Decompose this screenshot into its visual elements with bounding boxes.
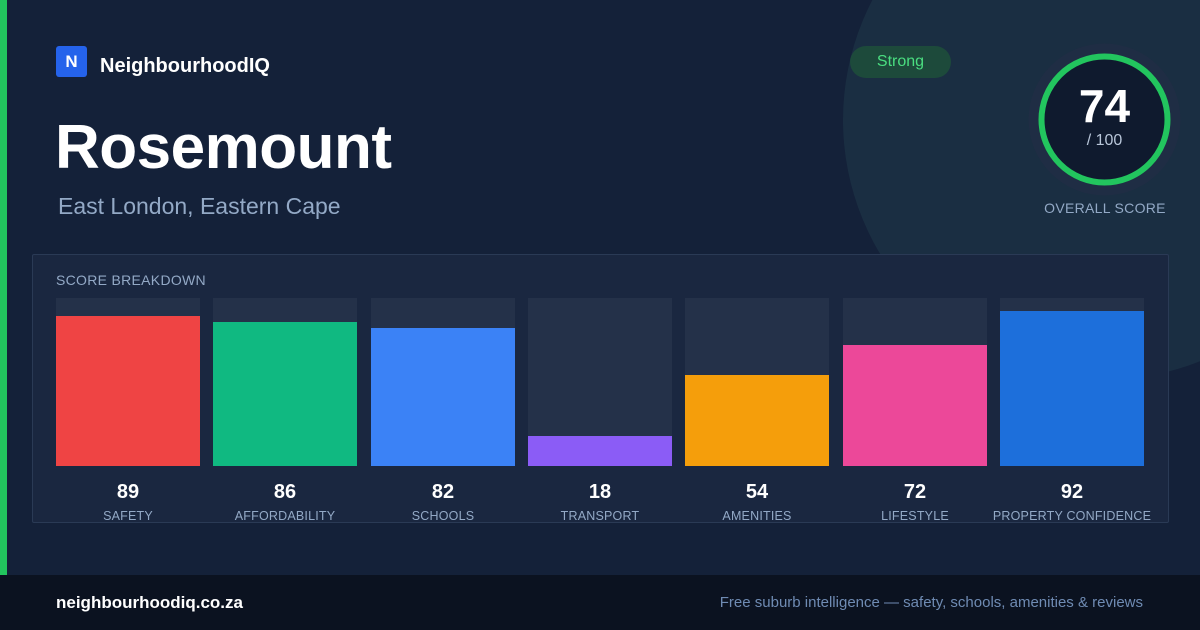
bar-property-confidence	[1000, 311, 1144, 466]
bar-track-transport	[528, 298, 672, 466]
bar-lifestyle	[843, 345, 987, 466]
bar-category-label: AMENITIES	[722, 509, 792, 523]
overall-score-gauge: 74 / 100	[1028, 43, 1181, 196]
bar-transport	[528, 436, 672, 466]
bar-category-label: TRANSPORT	[560, 509, 640, 523]
bar-track-amenities	[685, 298, 829, 466]
bar-category-label: LIFESTYLE	[881, 509, 949, 523]
bar-category-label: SCHOOLS	[411, 509, 475, 523]
bar-track-lifestyle	[843, 298, 987, 466]
footer-url: neighbourhoodiq.co.za	[56, 593, 243, 612]
score-breakdown-title: SCORE BREAKDOWN	[56, 272, 206, 288]
overall-score-value: 74	[1078, 80, 1131, 132]
bar-category-label: PROPERTY CONFIDENCE	[992, 509, 1152, 523]
bar-affordability	[213, 322, 357, 466]
overall-score-label: OVERALL SCORE	[1044, 200, 1166, 216]
bar-schools	[371, 328, 515, 466]
bar-value-label: 86	[273, 481, 297, 503]
bar-amenities	[685, 375, 829, 466]
brand-name: NeighbourhoodIQ	[100, 55, 270, 77]
brand-logo-icon: N	[56, 46, 87, 77]
bar-track-schools	[371, 298, 515, 466]
overall-score-max: / 100	[1086, 132, 1123, 149]
accent-bar	[0, 0, 7, 575]
bar-category-label: SAFETY	[103, 509, 153, 523]
bar-track-safety	[56, 298, 200, 466]
bar-value-label: 54	[745, 481, 769, 503]
bar-value-label: 89	[116, 481, 140, 503]
footer	[0, 575, 1200, 630]
bar-track-affordability	[213, 298, 357, 466]
footer-tagline: Free suburb intelligence — safety, schoo…	[719, 594, 1143, 611]
bar-safety	[56, 316, 200, 466]
bar-value-label: 72	[903, 481, 927, 503]
gauge-ring	[1038, 53, 1171, 186]
bar-value-label: 18	[588, 481, 612, 503]
suburb-title: Rosemount	[55, 113, 392, 182]
bar-value-label: 82	[431, 481, 455, 503]
bar-track-property-confidence	[1000, 298, 1144, 466]
bar-category-label: AFFORDABILITY	[234, 509, 336, 523]
suburb-location: East London, Eastern Cape	[58, 193, 341, 219]
rating-badge: Strong	[850, 46, 951, 78]
bar-value-label: 92	[1060, 481, 1084, 503]
